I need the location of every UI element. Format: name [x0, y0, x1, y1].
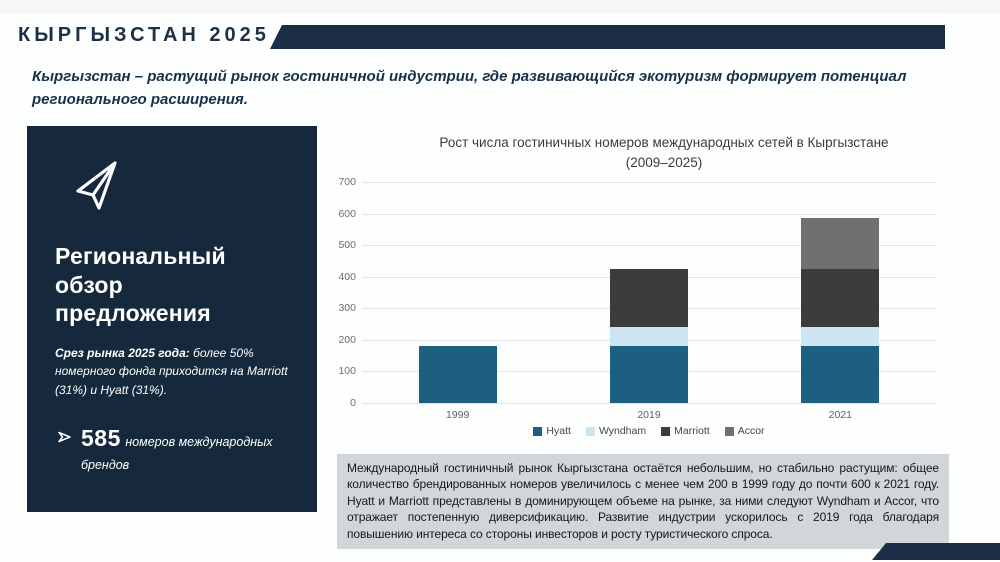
header-accent-bar — [270, 25, 945, 49]
x-axis-tick-label: 2019 — [637, 409, 661, 421]
bar-segment-marriott — [610, 269, 688, 327]
y-axis-tick-label: 600 — [338, 207, 356, 220]
subtitle-line-2: регионального расширения. — [32, 90, 248, 108]
x-axis-tick-label: 2021 — [828, 409, 852, 421]
stat-item-rooms: 585 номеров международных брендов — [57, 423, 291, 476]
page-title: КЫРГЫЗСТАН 2025 — [18, 24, 270, 46]
hotel-rooms-chart: Рост числа гостиничных номеров междунаро… — [338, 133, 990, 437]
legend-label: Accor — [737, 425, 765, 437]
gridline — [362, 245, 936, 247]
stat-value: 585 — [81, 425, 121, 452]
subtitle-line-1: Кыргызстан – растущий рынок гостиничной … — [32, 68, 907, 85]
legend-label: Wyndham — [598, 425, 647, 437]
sidebar-panel: Региональный обзор предложения Срез рынк… — [27, 126, 317, 537]
market-summary: Срез рынка 2025 года: более 50% номерног… — [55, 344, 297, 400]
y-axis-tick-label: 300 — [338, 302, 356, 315]
slide-subtitle: Кыргызстан – растущий рынок гостиничной … — [32, 66, 942, 111]
bar-segment-hyatt — [610, 346, 688, 403]
arrow-bullet-icon — [57, 430, 81, 449]
legend-label: Marriott — [674, 425, 710, 437]
paper-plane-icon — [69, 156, 125, 212]
sidebar-title-line-1: Региональный обзор — [55, 243, 226, 298]
y-axis-tick-label: 500 — [338, 239, 356, 252]
market-summary-text: более 50% номерного фонда приходится на … — [55, 345, 288, 397]
stat-label: рост с 2020 года — [146, 520, 243, 535]
sidebar-title-line-2: предложения — [55, 300, 211, 327]
legend-item-accor: Accor — [724, 425, 765, 437]
chart-title: Рост числа гостиничных номеров междунаро… — [439, 135, 889, 150]
legend-item-marriott: Marriott — [661, 425, 710, 437]
market-summary-lead: Срез рынка 2025 года: — [55, 345, 190, 360]
gridline — [362, 182, 936, 183]
bar-segment-hyatt — [801, 346, 880, 403]
chart-legend: Hyatt Wyndham Marriott Accor — [338, 425, 960, 437]
bar-segment-wyndham — [801, 326, 880, 347]
y-axis-tick-label: 700 — [338, 176, 356, 188]
x-axis-tick-label: 1999 — [445, 409, 470, 421]
analysis-note: Международный гостиничный рынок Кыргызст… — [337, 454, 949, 550]
legend-swatch — [724, 426, 734, 436]
stat-item-growth: +38% рост с 2020 года — [57, 509, 291, 540]
top-strip — [0, 0, 1000, 13]
legend-swatch — [533, 426, 543, 436]
bar-segment-hyatt — [418, 346, 497, 403]
key-stats-list: 585 номеров международных брендов +38% р… — [53, 423, 291, 562]
bar-segment-accor — [801, 218, 880, 270]
bar-segment-wyndham — [610, 326, 688, 347]
y-axis-tick-label: 200 — [338, 333, 356, 346]
chart-subtitle: (2009–2025) — [625, 154, 703, 170]
gridline — [362, 403, 936, 404]
stat-value: +38% — [81, 510, 143, 537]
legend-item-hyatt: Hyatt — [533, 425, 571, 437]
y-axis-tick-label: 400 — [338, 270, 356, 283]
bar-segment-marriott — [801, 269, 880, 327]
legend-swatch — [585, 426, 595, 436]
footer-accent-bar — [872, 543, 1000, 560]
legend-label: Hyatt — [546, 425, 571, 437]
sidebar-title: Региональный обзор предложения — [55, 242, 291, 328]
gridline — [362, 213, 936, 215]
y-axis-tick-label: 0 — [350, 397, 356, 409]
arrow-bullet-icon — [57, 516, 81, 535]
legend-item-wyndham: Wyndham — [585, 425, 647, 437]
legend-swatch — [661, 426, 671, 436]
stat-label: номеров международных брендов — [81, 435, 273, 473]
y-axis-tick-label: 100 — [338, 365, 356, 378]
chart-plot: 0 100 200 300 400 500 600 700 1999 2019 2021 — [338, 176, 936, 421]
